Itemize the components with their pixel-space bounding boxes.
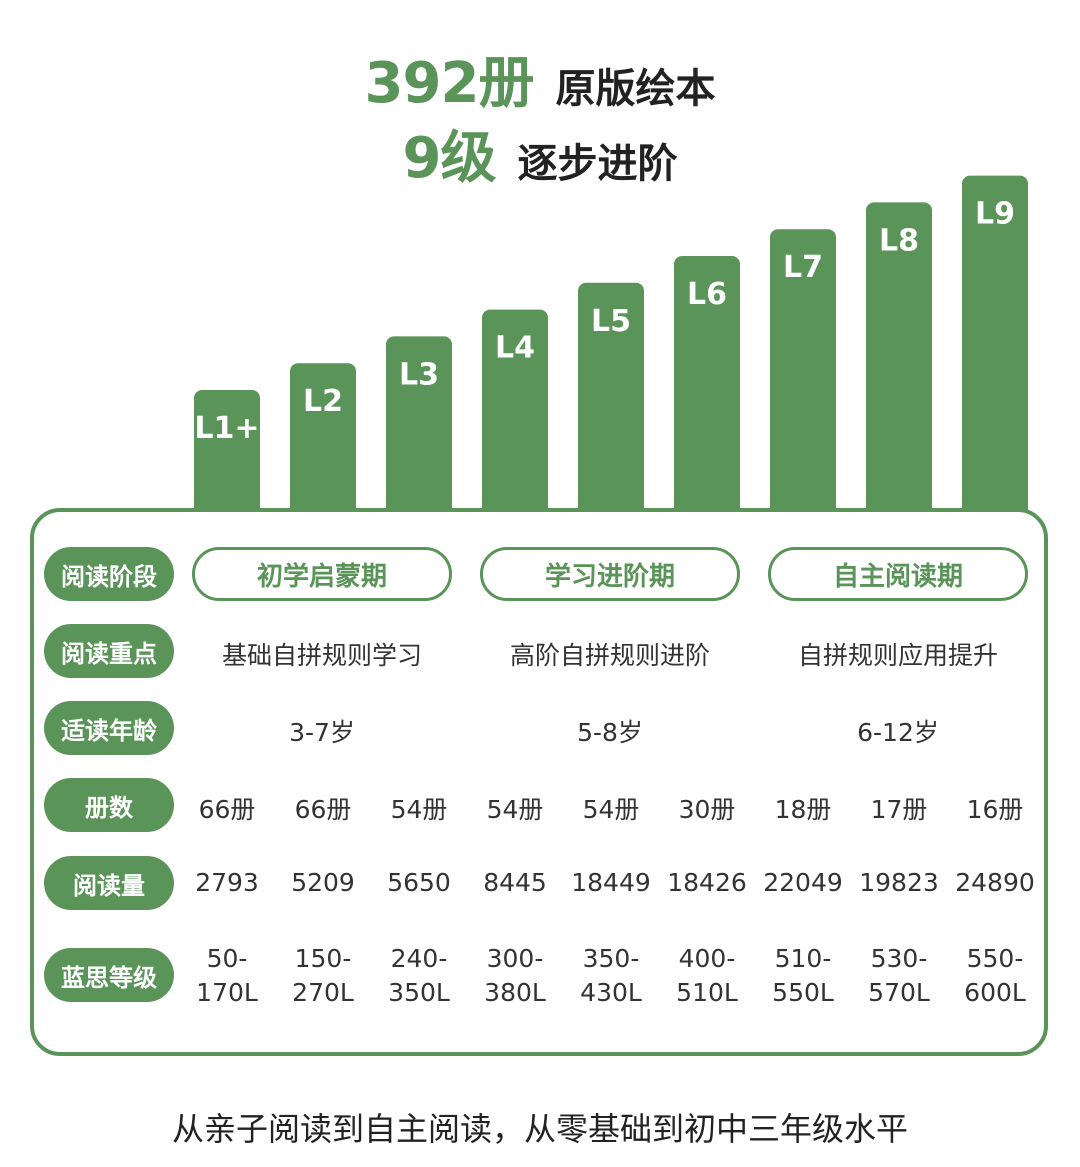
level-bar [482, 309, 548, 520]
level-bar [866, 202, 932, 520]
level-bar-label: L2 [303, 384, 343, 419]
lexile-range-start: 240- [390, 944, 448, 973]
words-cell: 2793 [195, 868, 259, 897]
words-cell: 5650 [387, 868, 451, 897]
lexile-range-start: 400- [678, 944, 736, 973]
focus-cell-intermediate: 高阶自拼规则进阶 [509, 641, 710, 670]
lexile-range-start: 150- [294, 944, 352, 973]
lexile-range-end: 270L [292, 978, 354, 1007]
level-bar [194, 390, 260, 520]
lexile-cell: 510- 550L [755, 942, 851, 1010]
lexile-range-start: 550- [966, 944, 1024, 973]
books-cell: 17册 [870, 795, 928, 824]
level-bar [290, 363, 356, 520]
lexile-range-end: 570L [868, 978, 930, 1007]
row-label-books: 册数 [44, 778, 174, 832]
row-label-lexile: 蓝思等级 [44, 948, 174, 1002]
lexile-range-end: 510L [676, 978, 738, 1007]
book-count-caption: 原版绘本 [555, 66, 716, 112]
level-bar-label: L5 [591, 304, 631, 339]
focus-cell-independent: 自拼规则应用提升 [797, 641, 998, 670]
books-cell: 30册 [678, 795, 736, 824]
lexile-range-start: 300- [486, 944, 544, 973]
words-cell: 24890 [955, 868, 1035, 897]
books-cell: 18册 [774, 795, 832, 824]
lexile-range-end: 600L [964, 978, 1026, 1007]
headline-line-1: 392册 原版绘本 [0, 38, 1080, 119]
level-bar-label: L4 [495, 331, 535, 366]
level-bar-label: L7 [783, 250, 823, 285]
lexile-cell: 240- 350L [371, 942, 467, 1010]
books-cell: 54册 [390, 795, 448, 824]
age-cell-beginner: 3-7岁 [289, 718, 355, 747]
lexile-range-end: 380L [484, 978, 546, 1007]
focus-cell-beginner: 基础自拼规则学习 [221, 641, 422, 670]
lexile-cell: 550- 600L [947, 942, 1043, 1010]
level-count-highlight: 9级 [402, 126, 497, 191]
row-label-words: 阅读量 [44, 856, 174, 910]
level-bar [386, 336, 452, 520]
book-count-highlight: 392册 [364, 51, 535, 116]
lexile-range-end: 350L [388, 978, 450, 1007]
words-cell: 5209 [291, 868, 355, 897]
stage-pill-intermediate: 学习进阶期 [480, 547, 740, 601]
lexile-cell: 400- 510L [659, 942, 755, 1010]
level-bar-label: L8 [879, 223, 919, 258]
level-bar-label: L3 [399, 357, 439, 392]
lexile-cell: 530- 570L [851, 942, 947, 1010]
lexile-cell: 350- 430L [563, 942, 659, 1010]
row-label-age: 适读年龄 [44, 701, 174, 755]
stage-pill-beginner: 初学启蒙期 [192, 547, 452, 601]
stage-pill-independent: 自主阅读期 [768, 547, 1028, 601]
words-cell: 18426 [667, 868, 747, 897]
level-bar-label: L1+ [194, 411, 259, 446]
level-bar [962, 175, 1028, 520]
words-cell: 8445 [483, 868, 547, 897]
level-bar [674, 256, 740, 520]
books-cell: 54册 [486, 795, 544, 824]
level-bar [770, 229, 836, 520]
footer-tagline: 从亲子阅读到自主阅读，从零基础到初中三年级水平 [171, 1110, 908, 1148]
books-cell: 16册 [966, 795, 1024, 824]
lexile-range-start: 350- [582, 944, 640, 973]
level-bar-label: L9 [975, 197, 1015, 232]
books-cell: 66册 [294, 795, 352, 824]
lexile-range-end: 170L [196, 978, 258, 1007]
level-bar [578, 282, 644, 520]
words-cell: 19823 [859, 868, 939, 897]
level-count-caption: 逐步进阶 [517, 141, 678, 187]
age-cell-intermediate: 5-8岁 [577, 718, 643, 747]
age-cell-independent: 6-12岁 [857, 718, 939, 747]
books-cell: 54册 [582, 795, 640, 824]
level-bar-chart: L1+ L2 L3 L4 L5 L6 L7 L8 L9 [194, 175, 1028, 520]
words-cell: 18449 [571, 868, 651, 897]
lexile-range-end: 430L [580, 978, 642, 1007]
headline-line-2: 9级 逐步进阶 [0, 113, 1080, 194]
lexile-range-end: 550L [772, 978, 834, 1007]
level-bar-label: L6 [687, 277, 727, 312]
row-label-focus: 阅读重点 [44, 624, 174, 678]
lexile-cell: 150- 270L [275, 942, 371, 1010]
row-label-stage: 阅读阶段 [44, 547, 174, 601]
books-cell: 66册 [198, 795, 256, 824]
lexile-cell: 50- 170L [179, 942, 275, 1010]
lexile-cell: 300- 380L [467, 942, 563, 1010]
words-cell: 22049 [763, 868, 843, 897]
lexile-range-start: 50- [206, 944, 248, 973]
lexile-range-start: 530- [870, 944, 928, 973]
lexile-range-start: 510- [774, 944, 832, 973]
